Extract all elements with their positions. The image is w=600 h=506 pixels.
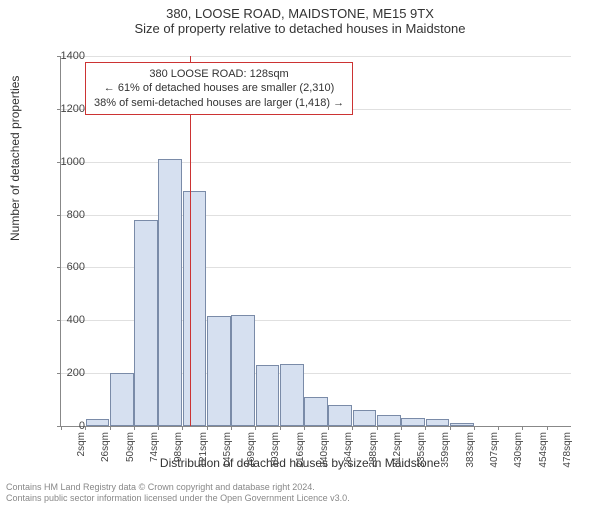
x-tick-mark: [134, 426, 135, 430]
x-tick-mark: [182, 426, 183, 430]
histogram-bar: [401, 418, 425, 426]
histogram-bar: [256, 365, 280, 426]
annotation-line: 38% of semi-detached houses are larger (…: [94, 96, 344, 110]
grid-line: [61, 162, 571, 163]
annotation-box: 380 LOOSE ROAD: 128sqm← 61% of detached …: [85, 62, 353, 115]
x-tick-label: 335sqm: [416, 432, 427, 472]
histogram-bar: [450, 423, 474, 426]
x-tick-label: 240sqm: [319, 432, 330, 472]
x-tick-label: 2sqm: [76, 432, 87, 472]
x-tick-mark: [85, 426, 86, 430]
y-tick-label: 1000: [45, 156, 85, 168]
footer-line-1: Contains HM Land Registry data © Crown c…: [6, 482, 350, 493]
x-tick-mark: [304, 426, 305, 430]
histogram-bar: [207, 316, 231, 426]
x-tick-label: 312sqm: [392, 432, 403, 472]
histogram-bar: [353, 410, 377, 426]
y-tick-label: 1200: [45, 103, 85, 115]
x-tick-mark: [110, 426, 111, 430]
page-subtitle: Size of property relative to detached ho…: [0, 21, 600, 36]
y-axis-label: Number of detached properties: [8, 76, 22, 241]
x-tick-mark: [547, 426, 548, 430]
x-tick-mark: [498, 426, 499, 430]
x-tick-label: 383sqm: [465, 432, 476, 472]
y-tick-label: 200: [45, 367, 85, 379]
annotation-line: ← 61% of detached houses are smaller (2,…: [94, 81, 344, 95]
x-tick-label: 26sqm: [100, 432, 111, 472]
x-tick-mark: [377, 426, 378, 430]
histogram-bar: [304, 397, 328, 426]
histogram-bar: [280, 364, 304, 426]
footer-attribution: Contains HM Land Registry data © Crown c…: [6, 482, 350, 504]
x-tick-mark: [158, 426, 159, 430]
x-tick-mark: [231, 426, 232, 430]
x-tick-label: 50sqm: [125, 432, 136, 472]
x-tick-label: 407sqm: [489, 432, 500, 472]
histogram-bar: [158, 159, 182, 426]
page-address: 380, LOOSE ROAD, MAIDSTONE, ME15 9TX: [0, 6, 600, 21]
x-tick-mark: [328, 426, 329, 430]
x-tick-mark: [425, 426, 426, 430]
x-tick-label: 145sqm: [222, 432, 233, 472]
x-tick-label: 430sqm: [513, 432, 524, 472]
histogram-bar: [183, 191, 207, 426]
x-tick-label: 193sqm: [270, 432, 281, 472]
x-tick-mark: [450, 426, 451, 430]
x-tick-label: 121sqm: [198, 432, 209, 472]
footer-line-2: Contains public sector information licen…: [6, 493, 350, 504]
histogram-bar: [426, 419, 450, 426]
annotation-line: 380 LOOSE ROAD: 128sqm: [94, 67, 344, 81]
grid-line: [61, 56, 571, 57]
x-tick-mark: [207, 426, 208, 430]
x-tick-mark: [522, 426, 523, 430]
y-tick-label: 800: [45, 209, 85, 221]
histogram-bar: [231, 315, 255, 426]
x-tick-mark: [255, 426, 256, 430]
y-tick-label: 0: [45, 420, 85, 432]
histogram-bar: [134, 220, 158, 426]
x-tick-label: 216sqm: [295, 432, 306, 472]
x-tick-label: 74sqm: [149, 432, 160, 472]
x-tick-label: 478sqm: [562, 432, 573, 472]
x-tick-label: 288sqm: [368, 432, 379, 472]
grid-line: [61, 215, 571, 216]
histogram-bar: [328, 405, 352, 426]
histogram-bar: [110, 373, 134, 426]
x-tick-mark: [474, 426, 475, 430]
histogram-bar: [86, 419, 110, 426]
x-tick-mark: [352, 426, 353, 430]
x-tick-label: 98sqm: [173, 432, 184, 472]
x-tick-label: 169sqm: [246, 432, 257, 472]
x-tick-mark: [401, 426, 402, 430]
x-tick-mark: [280, 426, 281, 430]
x-tick-label: 359sqm: [440, 432, 451, 472]
y-tick-label: 1400: [45, 50, 85, 62]
y-tick-label: 400: [45, 314, 85, 326]
histogram-bar: [377, 415, 401, 426]
x-tick-label: 454sqm: [538, 432, 549, 472]
x-tick-label: 264sqm: [343, 432, 354, 472]
y-tick-label: 600: [45, 261, 85, 273]
